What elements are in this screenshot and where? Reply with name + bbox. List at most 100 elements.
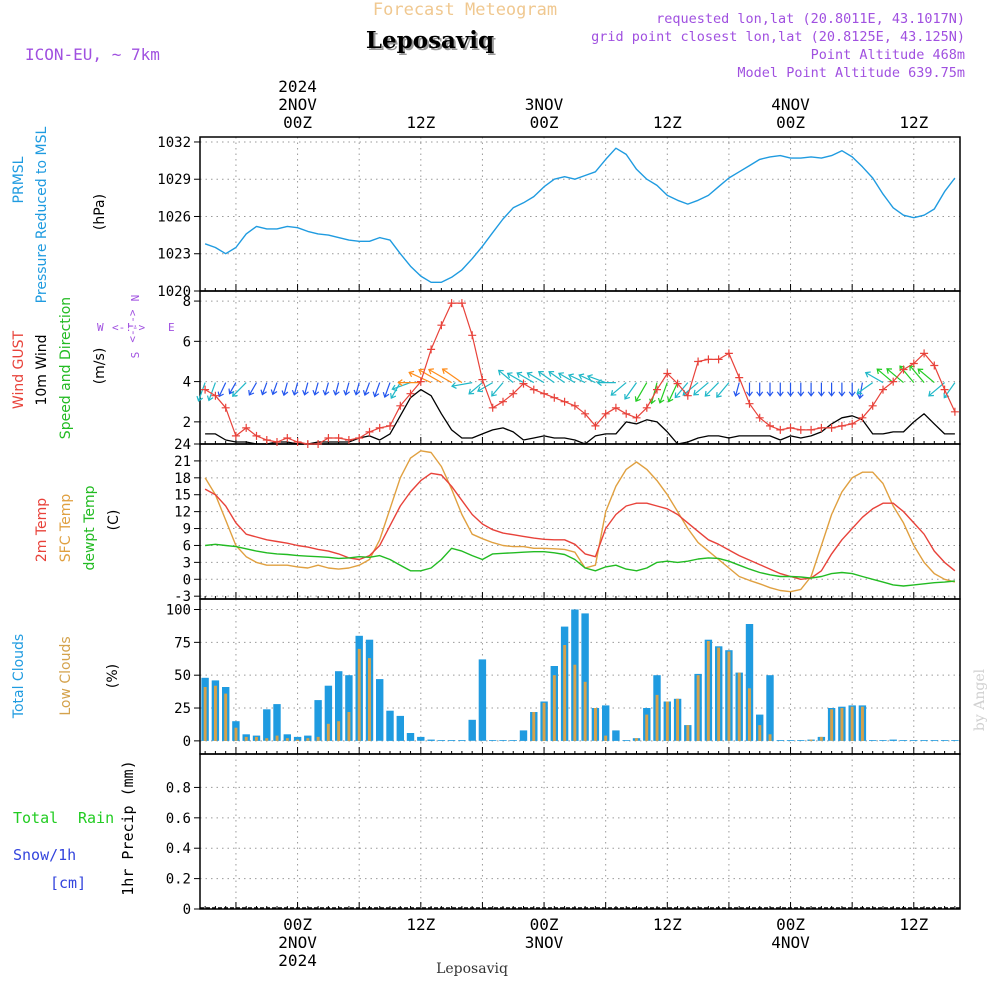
wind-arrow [196, 382, 206, 402]
precipitation-frame [199, 753, 961, 910]
wind-gust-marker [837, 421, 846, 430]
low-cloud-bar [830, 709, 834, 741]
total-cloud-bar [622, 740, 630, 741]
total-cloud-bar [417, 736, 425, 741]
wind-arrow [206, 382, 216, 402]
wind-arrow [787, 382, 794, 397]
total-cloud-bar [879, 740, 887, 741]
wind-arrow-shaft [899, 365, 915, 383]
temperature-ytick-label: 12 [174, 505, 191, 521]
wind-gust-marker [499, 397, 507, 406]
wind-arrow [382, 382, 391, 398]
wind-gust-marker [375, 423, 384, 432]
total-cloud-bar [283, 734, 291, 741]
wind-arrow [418, 368, 442, 384]
wind-gust-marker [622, 409, 631, 418]
wind-arrow [548, 371, 565, 384]
total-cloud-bar [869, 740, 877, 741]
bottom-time-axis-text: 12Z [653, 915, 682, 934]
low-cloud-bar [665, 701, 669, 741]
total-cloud-bar [786, 740, 795, 741]
wind-arrow-shaft [218, 382, 227, 397]
total-cloud-bar [899, 740, 908, 741]
wind-panel-label: Wind GUST 10m Wind Speed and Direction (… [11, 295, 175, 440]
wind-gust-marker [416, 377, 425, 386]
wind-gust-marker [807, 425, 816, 434]
wind-arrow [864, 371, 884, 384]
wind-arrow [667, 382, 679, 403]
wind-arrow-head [260, 389, 267, 396]
wind-arrow-shaft [384, 382, 391, 398]
wind-gust-marker [386, 421, 394, 430]
wind-arrow [312, 382, 320, 396]
wind-arrow [856, 382, 874, 395]
total-cloud-bar [581, 613, 589, 741]
wind-gust-marker [858, 413, 867, 422]
pressure-ytick-label: 1020 [157, 284, 191, 300]
compass-h-arrow: <-!-> [112, 321, 145, 334]
compass-n: N [129, 295, 142, 302]
temp-2m-line [204, 472, 956, 580]
wind-arrow-shaft [334, 382, 340, 395]
wind-arrow-shaft [527, 372, 545, 384]
precipitation-panel: 0 0.2 0.4 0.6 0.8 [166, 753, 961, 918]
wind-arrow-head [477, 386, 483, 393]
wind-gust-marker [704, 355, 713, 364]
total-cloud-bar [766, 675, 774, 741]
temp-dewpt-line [205, 543, 955, 587]
low-cloud-bar [583, 681, 587, 741]
wind-gust-marker [632, 413, 641, 422]
wind-gust-marker [570, 401, 579, 410]
low-cloud-bar [224, 693, 228, 741]
wind-gust-marker [950, 407, 959, 416]
wind-gust-marker [365, 427, 374, 436]
point-altitude: Point Altitude 468m [811, 47, 965, 63]
wind-gust-marker [406, 389, 415, 398]
product-title: Forecast Meteogram [373, 0, 557, 20]
precipitation-ytick-label: 0 [183, 902, 191, 918]
wind-arrow [797, 382, 805, 397]
wind-arrow [848, 382, 856, 397]
wind-arrow-head [596, 379, 602, 387]
compass-e: E [168, 321, 175, 334]
wind-gust-marker [437, 321, 446, 330]
total-cloud-bar [447, 740, 456, 741]
wind-arrow-head [558, 372, 564, 379]
total-cloud-bar [293, 736, 302, 741]
wind-arrow [649, 382, 658, 405]
total-cloud-bar [314, 700, 322, 741]
low-cloud-bar [285, 738, 289, 741]
low-cloud-bar [676, 698, 679, 741]
wind-arrow [343, 382, 350, 396]
total-cloud-bar [519, 730, 528, 741]
clouds-ytick-label: 50 [174, 668, 191, 684]
wind-arrow [516, 371, 535, 384]
precipitation-ytick-label: 0.8 [166, 780, 191, 796]
wind-arrow-shaft [516, 372, 535, 384]
wind-gust-marker [889, 377, 898, 386]
wind-gust-marker [519, 379, 528, 388]
total-cloud-bar [478, 659, 487, 741]
wind-gust-marker [591, 421, 600, 430]
low-cloud-bar [840, 708, 844, 741]
location-title: Leposaviq [366, 27, 494, 54]
bottom-time-axis-text: 12Z [406, 915, 435, 934]
wind-arrow [270, 382, 278, 396]
temperature-ytick-label: 21 [174, 454, 191, 470]
wind-10m-line [205, 388, 955, 445]
wind-arrow [372, 382, 381, 398]
wind-arrow-shaft [374, 382, 381, 397]
low-cloud-bar [809, 739, 813, 741]
wind-arrow-head [917, 368, 924, 375]
wind-arrow-head [506, 372, 513, 379]
wind-arrow [428, 368, 452, 384]
wind-arrow [828, 382, 836, 397]
wind-arrow [302, 382, 309, 396]
wind-arrow-head [382, 392, 390, 398]
wind-arrow [766, 382, 774, 397]
cloud-total-label: Total Clouds [11, 634, 27, 719]
wind-arrow-shaft [704, 382, 720, 397]
wind-arrow-shaft [442, 368, 463, 384]
wind-arrow [817, 382, 825, 397]
wind-arrow-shaft [856, 382, 874, 394]
